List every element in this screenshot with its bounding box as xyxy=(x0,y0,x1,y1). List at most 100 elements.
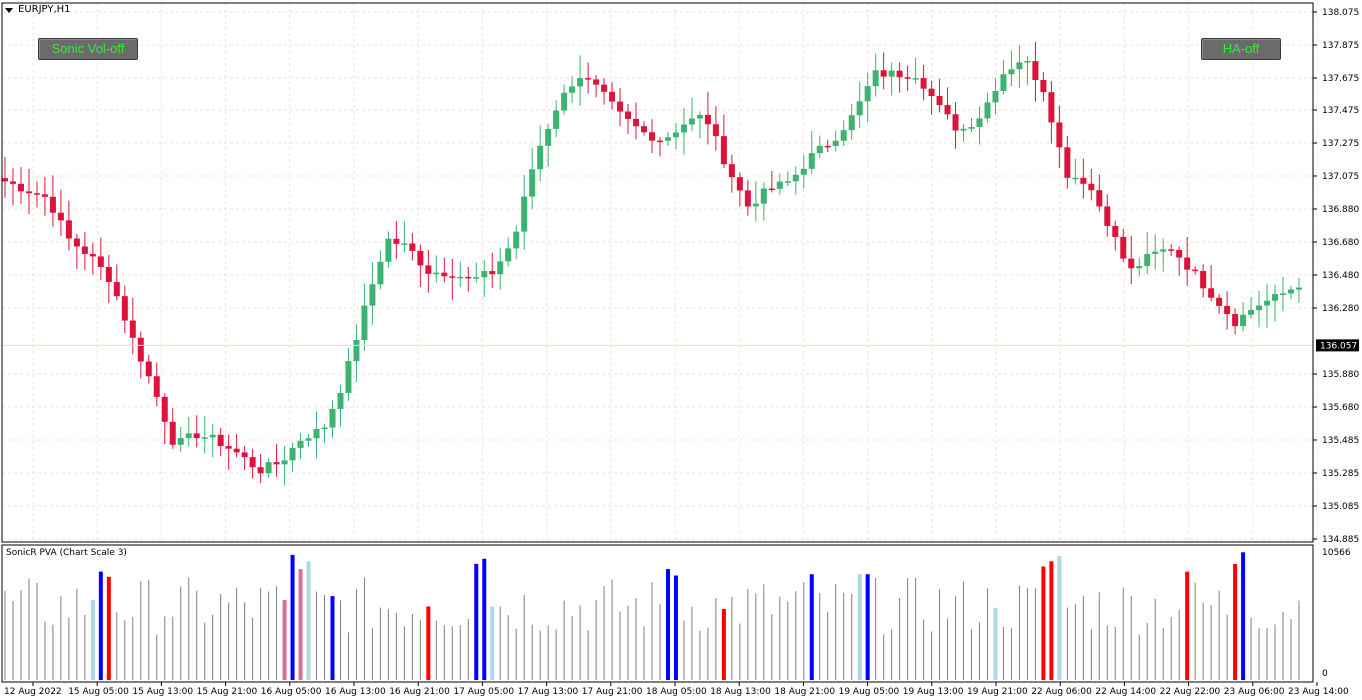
candle-body xyxy=(744,190,751,207)
volume-bar xyxy=(499,606,501,680)
volume-bar xyxy=(330,596,335,680)
volume-bar xyxy=(395,612,397,680)
volume-bar xyxy=(1018,585,1020,680)
candle-body xyxy=(89,253,96,257)
price-tick-label: 135.285 xyxy=(1322,469,1359,479)
candle-body xyxy=(393,238,400,244)
candle-body xyxy=(1248,310,1255,315)
volume-bar xyxy=(763,584,765,680)
price-tick-label: 136.280 xyxy=(1322,304,1359,314)
time-tick-label: 15 Aug 13:00 xyxy=(132,687,193,697)
indicator-title: SonicR PVA (Chart Scale 3) xyxy=(6,548,127,558)
volume-bar xyxy=(827,611,829,680)
volume-bar xyxy=(482,558,487,680)
volume-bar xyxy=(116,612,118,680)
volume-bar xyxy=(1130,596,1132,680)
candle-body xyxy=(441,272,448,277)
candle-body xyxy=(465,276,472,279)
candle-body xyxy=(409,243,416,251)
volume-bar xyxy=(523,594,525,680)
volume-bar xyxy=(1162,627,1164,680)
candle-body xyxy=(1240,314,1247,327)
candle-body xyxy=(1072,177,1079,180)
volume-bar xyxy=(819,592,821,680)
volume-bar xyxy=(290,554,295,680)
candle-body xyxy=(537,145,544,170)
volume-bar xyxy=(993,607,998,680)
volume-bar xyxy=(843,592,845,680)
volume-bar xyxy=(971,629,973,680)
candle-body xyxy=(792,174,799,182)
volume-bar xyxy=(1026,587,1028,680)
volume-bar xyxy=(148,579,150,680)
volume-bar xyxy=(1258,627,1260,680)
volume-bar xyxy=(809,574,814,680)
candle-body xyxy=(369,284,376,306)
volume-bar xyxy=(539,630,541,680)
price-tick-label: 135.485 xyxy=(1322,436,1359,446)
candle-body xyxy=(664,137,671,141)
candle-body xyxy=(201,437,208,439)
candle-body xyxy=(529,169,536,197)
volume-bar xyxy=(665,569,670,680)
time-tick-label: 18 Aug 21:00 xyxy=(774,687,835,697)
time-tick-label: 22 Aug 06:00 xyxy=(1031,687,1092,697)
time-tick-label: 17 Aug 05:00 xyxy=(453,687,514,697)
candle-body xyxy=(1080,177,1087,184)
candle-body xyxy=(760,188,767,204)
volume-bar xyxy=(180,586,182,680)
volume-max-label: 10566 xyxy=(1322,548,1351,558)
candle-body xyxy=(848,115,855,131)
candle-body xyxy=(1152,251,1159,254)
volume-bar xyxy=(835,584,837,680)
volume-bar xyxy=(963,581,965,680)
candle-body xyxy=(497,261,504,275)
candle-body xyxy=(800,168,807,175)
volume-bar xyxy=(986,588,988,680)
volume-bar xyxy=(1114,627,1116,680)
volume-bar xyxy=(1066,607,1068,680)
candle-body xyxy=(1104,206,1111,226)
candle-body xyxy=(960,128,967,131)
volume-bar xyxy=(739,623,741,680)
volume-bar xyxy=(659,604,661,680)
volume-bar xyxy=(188,577,190,680)
time-tick-label: 12 Aug 2022 xyxy=(4,687,62,697)
candle-body xyxy=(984,102,991,119)
candle-body xyxy=(265,462,272,474)
candle-body xyxy=(433,272,440,275)
time-tick-label: 15 Aug 21:00 xyxy=(197,687,258,697)
volume-bar xyxy=(771,614,773,680)
candle-body xyxy=(720,136,727,165)
time-tick-label: 23 Aug 14:00 xyxy=(1288,687,1349,697)
candle-body xyxy=(577,78,584,87)
price-tick-label: 137.475 xyxy=(1322,106,1359,116)
candle-body xyxy=(249,457,256,468)
volume-bar xyxy=(268,591,270,680)
volume-bar xyxy=(12,601,14,680)
ha-toggle-button[interactable]: HA-off xyxy=(1201,38,1281,60)
candle-body xyxy=(25,191,32,194)
volume-bar xyxy=(673,575,678,680)
volume-bar xyxy=(923,619,925,680)
candle-body xyxy=(353,339,360,362)
candle-body xyxy=(1048,92,1055,123)
chart-menu-triangle-icon[interactable] xyxy=(5,8,13,13)
candle-body xyxy=(425,265,432,274)
candle-body xyxy=(97,256,104,267)
volume-bar xyxy=(579,605,581,680)
candle-body xyxy=(856,101,863,116)
volume-bar xyxy=(755,593,757,680)
volume-bar xyxy=(1146,623,1148,680)
volume-bar xyxy=(132,616,134,680)
candle-body xyxy=(880,70,887,77)
candle-body xyxy=(784,181,791,183)
volume-bar xyxy=(691,606,693,680)
candle-body xyxy=(161,396,168,422)
sonic-vol-toggle-button[interactable]: Sonic Vol-off xyxy=(38,38,138,60)
volume-bar xyxy=(1266,628,1268,680)
candle-body xyxy=(928,88,935,97)
candle-body xyxy=(752,203,759,207)
volume-bar xyxy=(1010,627,1012,680)
time-tick-label: 16 Aug 21:00 xyxy=(389,687,450,697)
